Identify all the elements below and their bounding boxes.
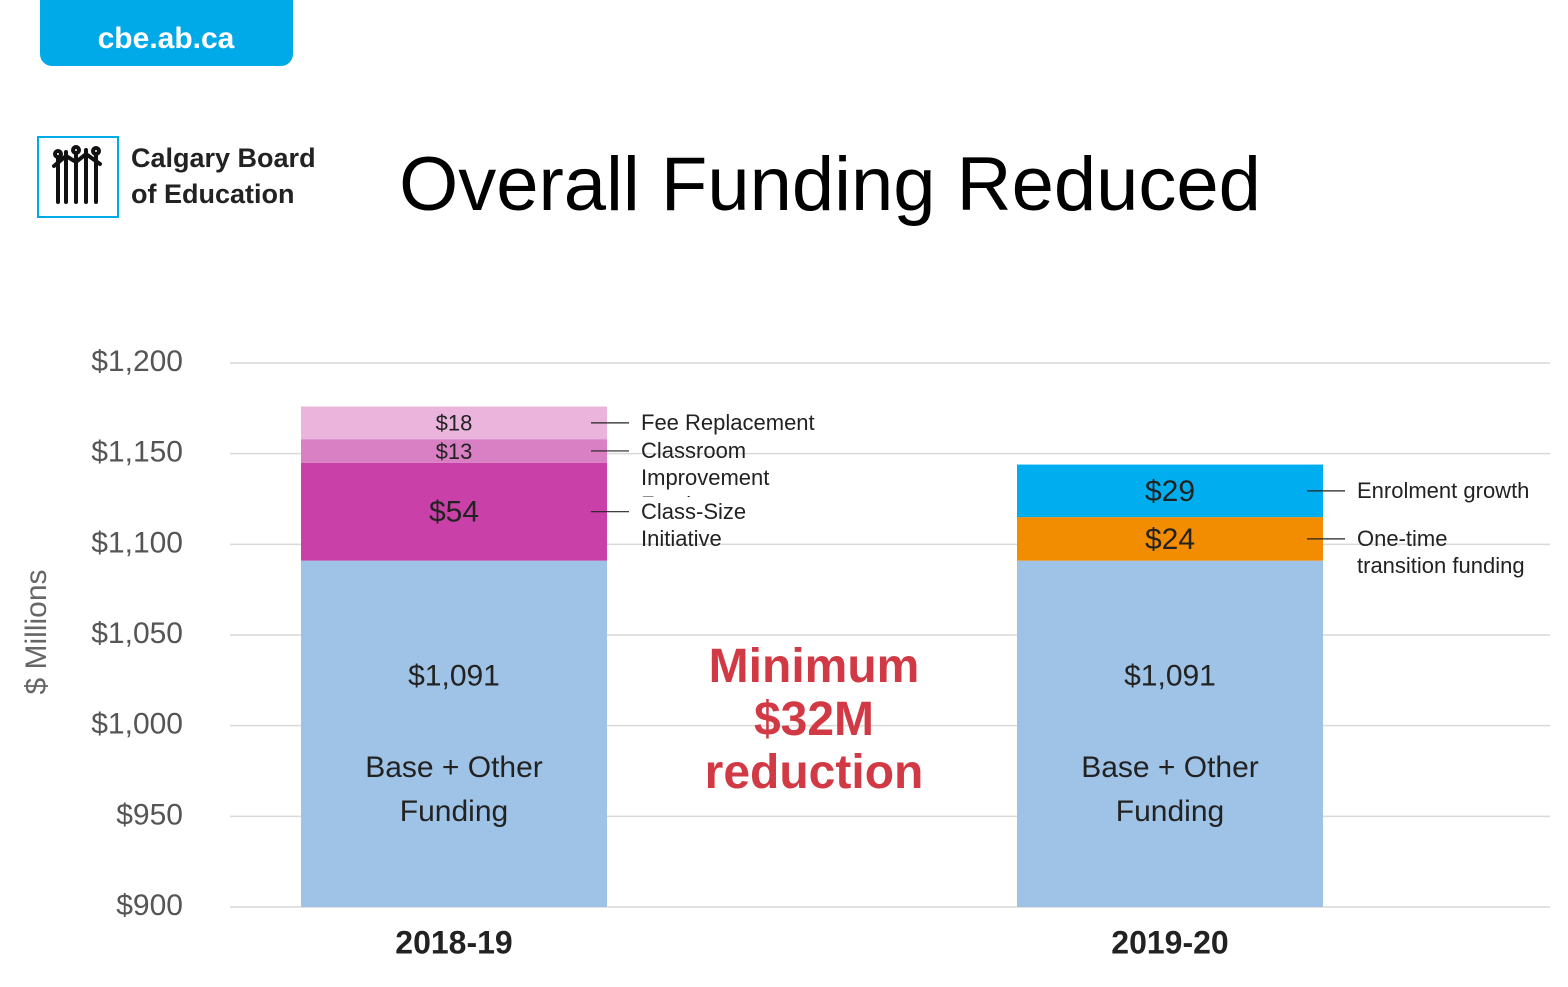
bar-segment (301, 560, 607, 907)
annotation: Minimum $32M reduction (704, 640, 924, 799)
series-label-box: One-time transition funding (1357, 525, 1525, 578)
bar-segment (1017, 560, 1323, 907)
series-label: Fee Replacement (641, 409, 815, 435)
segment-name: Base + Other Funding (365, 750, 543, 828)
value-label: $1,091 (1124, 660, 1216, 693)
series-label-box: Fee Replacement (641, 409, 815, 435)
logo-text: of Education (131, 179, 295, 209)
logo-figures (52, 145, 102, 204)
y-tick-label: $1,050 (91, 617, 183, 650)
y-tick-label: $1,200 (91, 345, 183, 378)
series-label: Enrolment growth (1357, 477, 1530, 503)
series-label-box: Classroom Improvement Fund (641, 437, 770, 497)
y-tick-label: $1,150 (91, 436, 183, 469)
x-tick-label: 2019-20 (1111, 924, 1228, 960)
value-label: $24 (1145, 523, 1195, 556)
annotation-box: Minimum $32M reduction (704, 640, 924, 799)
logo: Calgary Board of Education (37, 136, 316, 218)
logo-text: Calgary Board (131, 143, 316, 173)
bar-segment (1017, 464, 1323, 518)
bar-segment (301, 406, 607, 440)
y-tick-label: $950 (116, 798, 183, 831)
value-label: $29 (1145, 475, 1195, 508)
segment-name-box: Base + Other Funding (365, 750, 543, 828)
value-label: $18 (436, 411, 473, 436)
series-label-box: Class-Size Initiative (641, 498, 747, 551)
series-label: One-time transition funding (1357, 525, 1525, 578)
series-label: Classroom Improvement Fund (641, 437, 770, 497)
value-label: $13 (436, 439, 473, 464)
bar-segment (301, 462, 607, 561)
site-url: cbe.ab.ca (98, 22, 235, 55)
bar-segment (1017, 517, 1323, 561)
bar-segment (301, 439, 607, 463)
y-tick-label: $1,000 (91, 708, 183, 741)
y-axis-label: $ Millions (20, 569, 53, 694)
value-label: $1,091 (408, 660, 500, 693)
chart-title: Overall Funding Reduced (399, 142, 1261, 227)
series-label: Class-Size Initiative (641, 498, 747, 551)
segment-name: Base + Other Funding (1081, 750, 1259, 828)
site-tab (40, 0, 293, 66)
x-tick-label: 2018-19 (395, 924, 512, 960)
series-label-box: Enrolment growth (1357, 477, 1530, 503)
y-tick-label: $1,100 (91, 526, 183, 559)
value-label: $54 (429, 496, 479, 529)
y-tick-label: $900 (116, 889, 183, 922)
segment-name-box: Base + Other Funding (1081, 750, 1259, 828)
